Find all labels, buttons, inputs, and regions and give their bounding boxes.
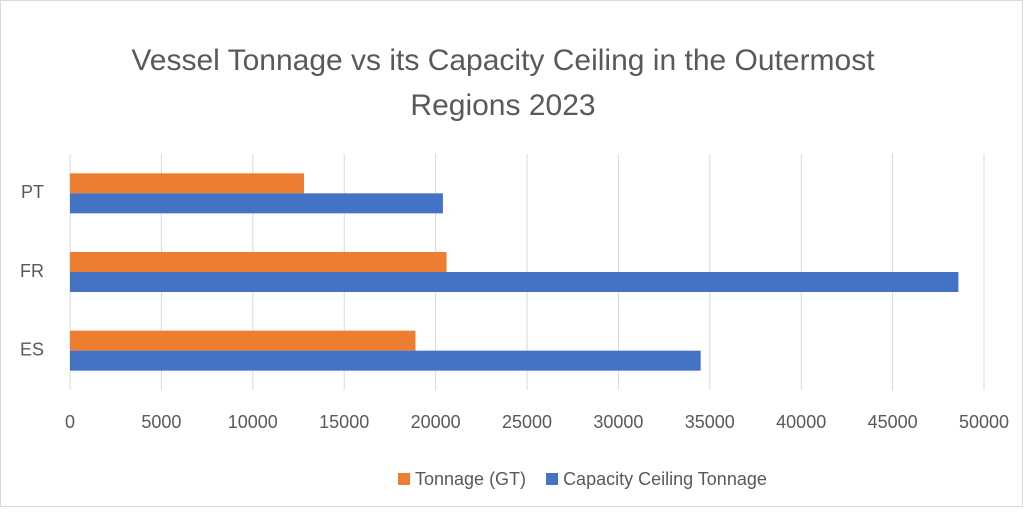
x-tick-label: 5000: [141, 412, 181, 432]
bar: [70, 173, 304, 194]
bar: [70, 272, 959, 292]
legend-label: Capacity Ceiling Tonnage: [563, 469, 767, 489]
x-tick-label: 15000: [319, 412, 369, 432]
legend-swatch: [398, 473, 410, 485]
bar: [70, 330, 416, 351]
x-tick-label: 25000: [502, 412, 552, 432]
x-tick-label: 35000: [685, 412, 735, 432]
bar: [70, 193, 443, 214]
x-tick-label: 20000: [411, 412, 461, 432]
legend-swatch: [546, 473, 559, 485]
legend-label: Tonnage (GT): [415, 469, 526, 489]
x-tick-label: 45000: [868, 412, 918, 432]
x-tick-label: 40000: [776, 412, 826, 432]
y-tick-label: PT: [21, 182, 44, 202]
x-tick-label: 0: [65, 412, 75, 432]
y-tick-label: FR: [20, 261, 44, 281]
x-tick-label: 30000: [593, 412, 643, 432]
bar: [70, 350, 701, 371]
x-tick-label: 10000: [228, 412, 278, 432]
bar: [70, 252, 447, 272]
y-tick-label: ES: [20, 339, 44, 359]
chart-title: Vessel Tonnage vs its Capacity Ceiling i…: [131, 44, 875, 122]
x-tick-label: 50000: [959, 412, 1009, 432]
